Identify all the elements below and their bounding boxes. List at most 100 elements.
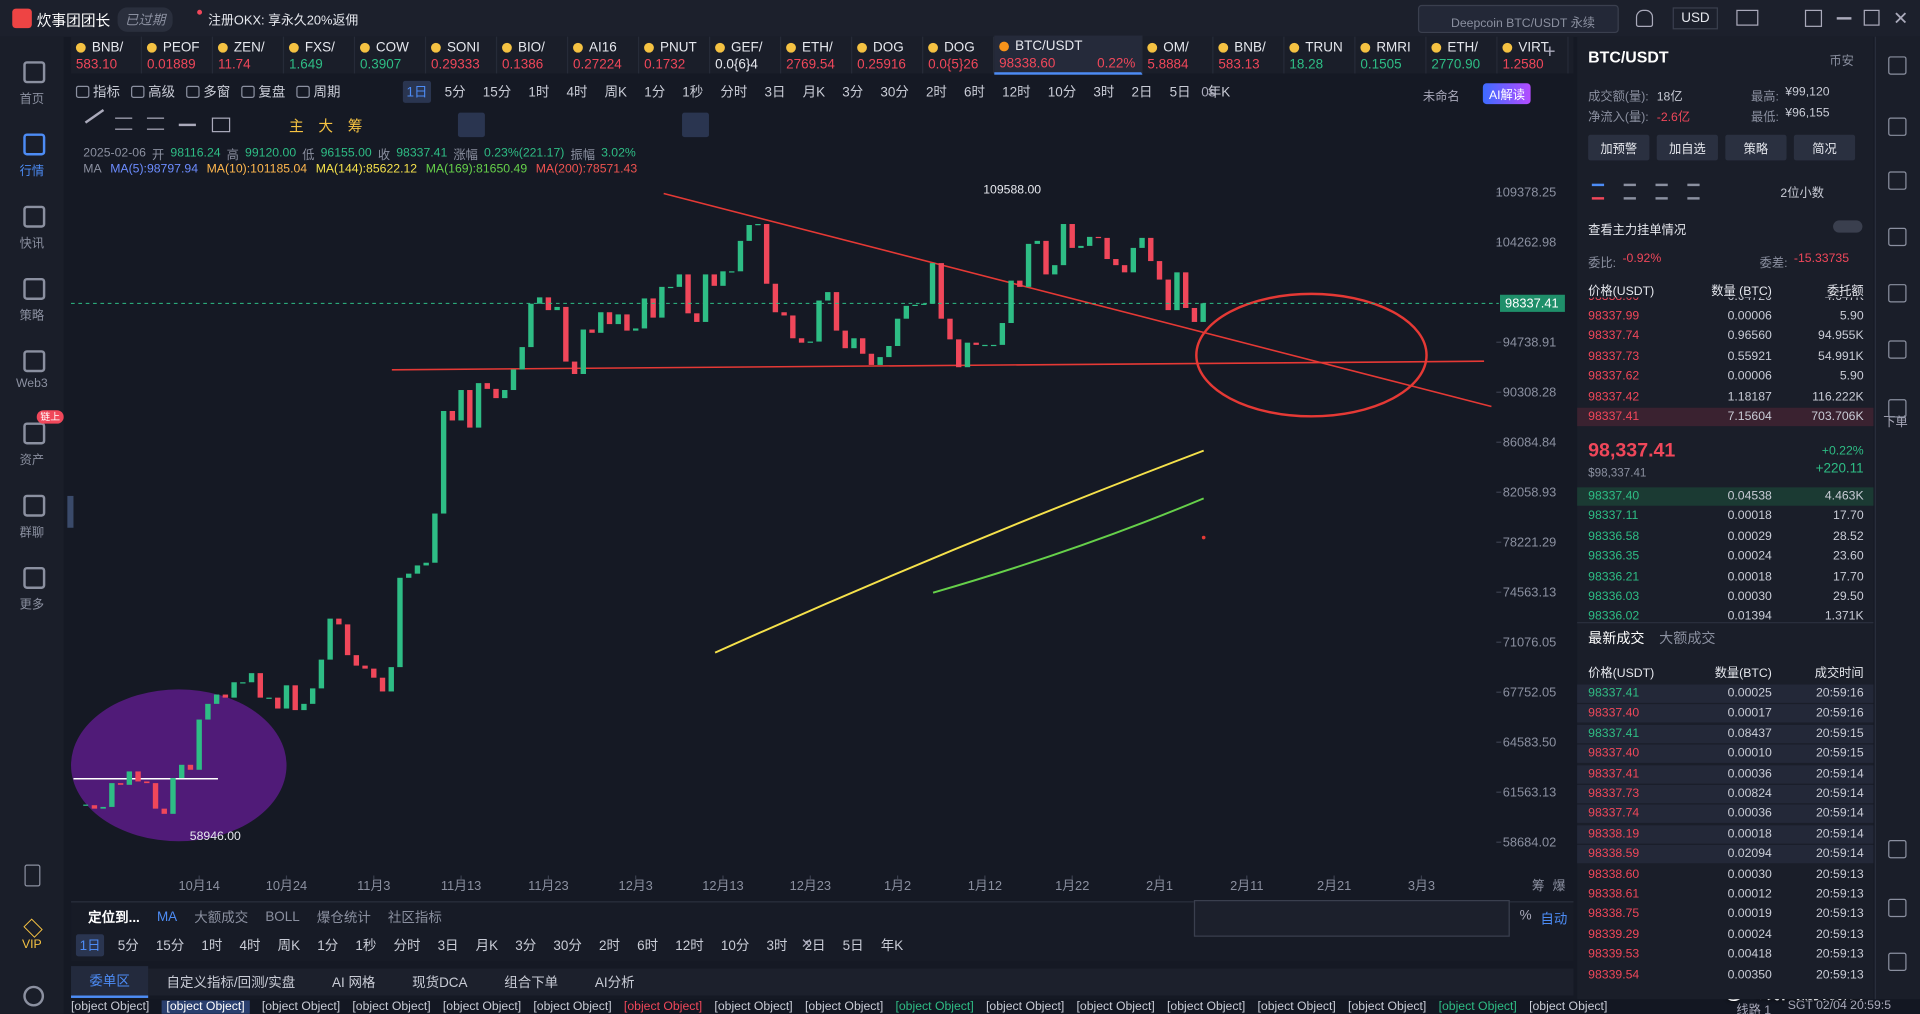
nav-icon[interactable] — [23, 350, 46, 373]
toolbar-button[interactable]: 高级 — [131, 82, 175, 102]
nav-icon[interactable] — [23, 205, 46, 228]
decimals-select[interactable]: 2位小数 — [1780, 187, 1824, 201]
trade-tab[interactable]: 最新成交 — [1588, 631, 1645, 647]
ticker-name[interactable]: GEF/ — [731, 40, 763, 56]
ticker-name[interactable]: FXS/ — [304, 40, 335, 56]
ticker-price[interactable]: 0.27224 — [573, 57, 622, 73]
side-icon[interactable] — [1888, 117, 1907, 136]
side-icon[interactable] — [1888, 284, 1907, 303]
view-icon[interactable] — [1687, 183, 1700, 200]
ticker-name[interactable]: BNB/ — [91, 40, 124, 56]
auto-toggle[interactable]: 自动 — [1540, 912, 1568, 927]
ticker-price[interactable]: 583.13 — [1218, 57, 1260, 73]
filter-tool[interactable] — [682, 112, 709, 138]
ticker-tab[interactable]: ZEN/11.74 — [213, 36, 285, 74]
period-button[interactable]: 1日 — [75, 934, 105, 957]
ticker-name[interactable]: RMRI — [1376, 40, 1411, 56]
search-text[interactable]: Deepcoin BTC/USDT 永续 — [1451, 17, 1596, 31]
currency-select[interactable]: USD — [1672, 7, 1719, 30]
ticker-name[interactable]: PEOF — [162, 40, 200, 56]
ticker-price[interactable]: 1.649 — [288, 57, 323, 73]
ticker-tab[interactable]: DOG 0.0{5}26 — [923, 36, 995, 74]
period-button[interactable]: 10分 — [720, 939, 750, 954]
ticker-tab[interactable]: ETH/2769.54 — [781, 36, 853, 74]
exchange[interactable]: 币安 — [1829, 55, 1854, 69]
period-button[interactable]: 15分 — [482, 85, 512, 101]
period-button[interactable]: 1时 — [201, 939, 223, 954]
phone-icon[interactable] — [24, 864, 41, 887]
ticker-name[interactable]: BNB/ — [1234, 40, 1266, 56]
ticker-price[interactable]: 2770.90 — [1431, 57, 1481, 73]
panel-button[interactable]: 加预警 — [1588, 134, 1650, 161]
ticker-tab[interactable]: FXS/1.649 — [284, 36, 356, 74]
bottom-tab[interactable]: 委单区 — [71, 966, 149, 998]
period-button[interactable]: 6时 — [964, 85, 986, 101]
nav-label[interactable]: Web3 — [15, 377, 48, 391]
toolbar-label[interactable]: 复盘 — [258, 85, 286, 101]
ticker-tab[interactable]: PEOF 0.01889 — [142, 36, 214, 74]
layout-name[interactable]: 未命名 — [1422, 90, 1460, 105]
ticker-tab[interactable]: AI16 0.27224 — [568, 36, 640, 74]
ticker-name[interactable]: VIRT — [1518, 40, 1549, 56]
ticker-price[interactable]: 0.1732 — [644, 57, 686, 73]
channel-tool[interactable] — [146, 117, 165, 130]
period-button[interactable]: 4时 — [566, 85, 588, 101]
period-button[interactable]: 5分 — [444, 85, 466, 101]
ticker-price[interactable]: 0.0{6}4 — [715, 57, 758, 73]
period-button[interactable]: 2时 — [925, 85, 947, 101]
period-button[interactable]: 12时 — [1002, 85, 1031, 101]
period-button[interactable]: 3时 — [1093, 85, 1115, 101]
nav-icon[interactable] — [23, 133, 46, 156]
nav-icon[interactable] — [23, 422, 46, 445]
side-icon[interactable] — [1888, 227, 1907, 247]
side-icon[interactable] — [1888, 56, 1907, 75]
trade-tab[interactable]: 大额成交 — [1659, 631, 1716, 647]
bottom-tool[interactable]: 定位到... — [88, 911, 140, 926]
view-icon[interactable] — [1591, 183, 1605, 200]
ticker-tab[interactable]: RMRI 0.1505 — [1356, 36, 1427, 74]
active-tool[interactable] — [457, 112, 485, 138]
period-button[interactable]: 2时 — [599, 939, 620, 954]
period-button[interactable]: 2日 — [804, 939, 826, 954]
ticker-tab[interactable]: GEF/0.0{6}4 — [710, 36, 782, 74]
period-button[interactable]: 1秒 — [355, 939, 377, 954]
period-button[interactable]: 1分 — [644, 85, 666, 101]
toggle[interactable] — [1833, 220, 1863, 233]
period-button[interactable]: 15分 — [155, 939, 185, 954]
bottom-tab[interactable]: AI分析 — [594, 975, 635, 991]
period-button[interactable]: 3分 — [842, 85, 864, 101]
side-icon[interactable] — [1888, 171, 1907, 190]
panel-button[interactable]: 加自选 — [1656, 134, 1718, 161]
period-button[interactable]: 30分 — [553, 939, 582, 954]
period-button[interactable]: 月K — [802, 85, 826, 101]
nav-icon[interactable] — [23, 277, 46, 301]
promo[interactable]: 注册OKX: 享永久20%返佣 — [208, 13, 359, 29]
bottom-tab[interactable]: 现货DCA — [412, 975, 468, 991]
side-icon[interactable] — [1888, 399, 1907, 418]
ticker-price[interactable]: 11.74 — [217, 57, 251, 73]
ticker-name[interactable]: COW — [375, 40, 409, 56]
ticker-tab[interactable]: ETH/2770.90 — [1427, 36, 1498, 74]
nav-label[interactable]: 首页 — [19, 93, 45, 107]
main-orders-link[interactable]: 查看主力挂单情况 — [1588, 224, 1687, 238]
bell-icon[interactable] — [1635, 9, 1654, 27]
nav-icon[interactable] — [23, 61, 46, 84]
ticker-price[interactable]: 0.1386 — [502, 57, 544, 73]
period-button[interactable]: 30分 — [880, 85, 909, 101]
period-button[interactable]: 年K — [880, 939, 904, 954]
rect-tool[interactable] — [211, 117, 231, 133]
period-button[interactable]: 3日 — [764, 85, 786, 101]
settings-icon[interactable] — [23, 985, 45, 1007]
collapse-handle[interactable] — [67, 495, 74, 528]
ticker-price[interactable]: 0.01889 — [146, 57, 196, 73]
ticker-name[interactable]: DOG — [873, 40, 904, 56]
bottom-tab[interactable]: AI 网格 — [331, 975, 376, 991]
panel-button[interactable]: 策略 — [1725, 134, 1787, 161]
close-periods[interactable]: ✕ — [800, 936, 813, 952]
ticker-price[interactable]: 18.28 — [1289, 57, 1324, 73]
ticker-name[interactable]: TRUN — [1305, 40, 1343, 56]
ticker-name[interactable]: DOG — [944, 40, 975, 56]
period-button[interactable]: 6时 — [637, 939, 659, 954]
period-button[interactable]: 月K — [475, 939, 499, 954]
draw-tool-group[interactable] — [1193, 900, 1510, 937]
